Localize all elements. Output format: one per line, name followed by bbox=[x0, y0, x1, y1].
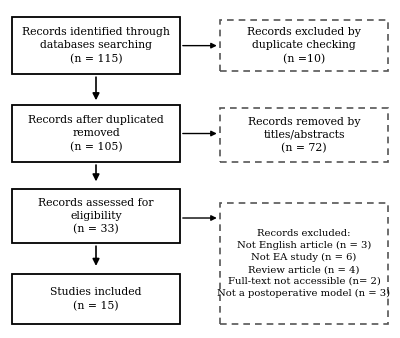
Bar bbox=[12, 189, 180, 243]
Bar bbox=[12, 274, 180, 324]
Bar bbox=[220, 20, 388, 71]
Bar bbox=[220, 203, 388, 324]
Text: Records identified through
databases searching
(n = 115): Records identified through databases sea… bbox=[22, 27, 170, 64]
Text: Records assessed for
eligibility
(n = 33): Records assessed for eligibility (n = 33… bbox=[38, 198, 154, 235]
Bar bbox=[220, 108, 388, 162]
Text: Records excluded:
Not English article (n = 3)
Not EA study (n = 6)
Review articl: Records excluded: Not English article (n… bbox=[218, 230, 390, 298]
Bar bbox=[12, 105, 180, 162]
Text: Studies included
(n = 15): Studies included (n = 15) bbox=[50, 287, 142, 311]
Text: Records excluded by
duplicate checking
(n =10): Records excluded by duplicate checking (… bbox=[247, 27, 361, 64]
Bar bbox=[12, 17, 180, 74]
Text: Records removed by
titles/abstracts
(n = 72): Records removed by titles/abstracts (n =… bbox=[248, 117, 360, 153]
Text: Records after duplicated
removed
(n = 105): Records after duplicated removed (n = 10… bbox=[28, 115, 164, 152]
